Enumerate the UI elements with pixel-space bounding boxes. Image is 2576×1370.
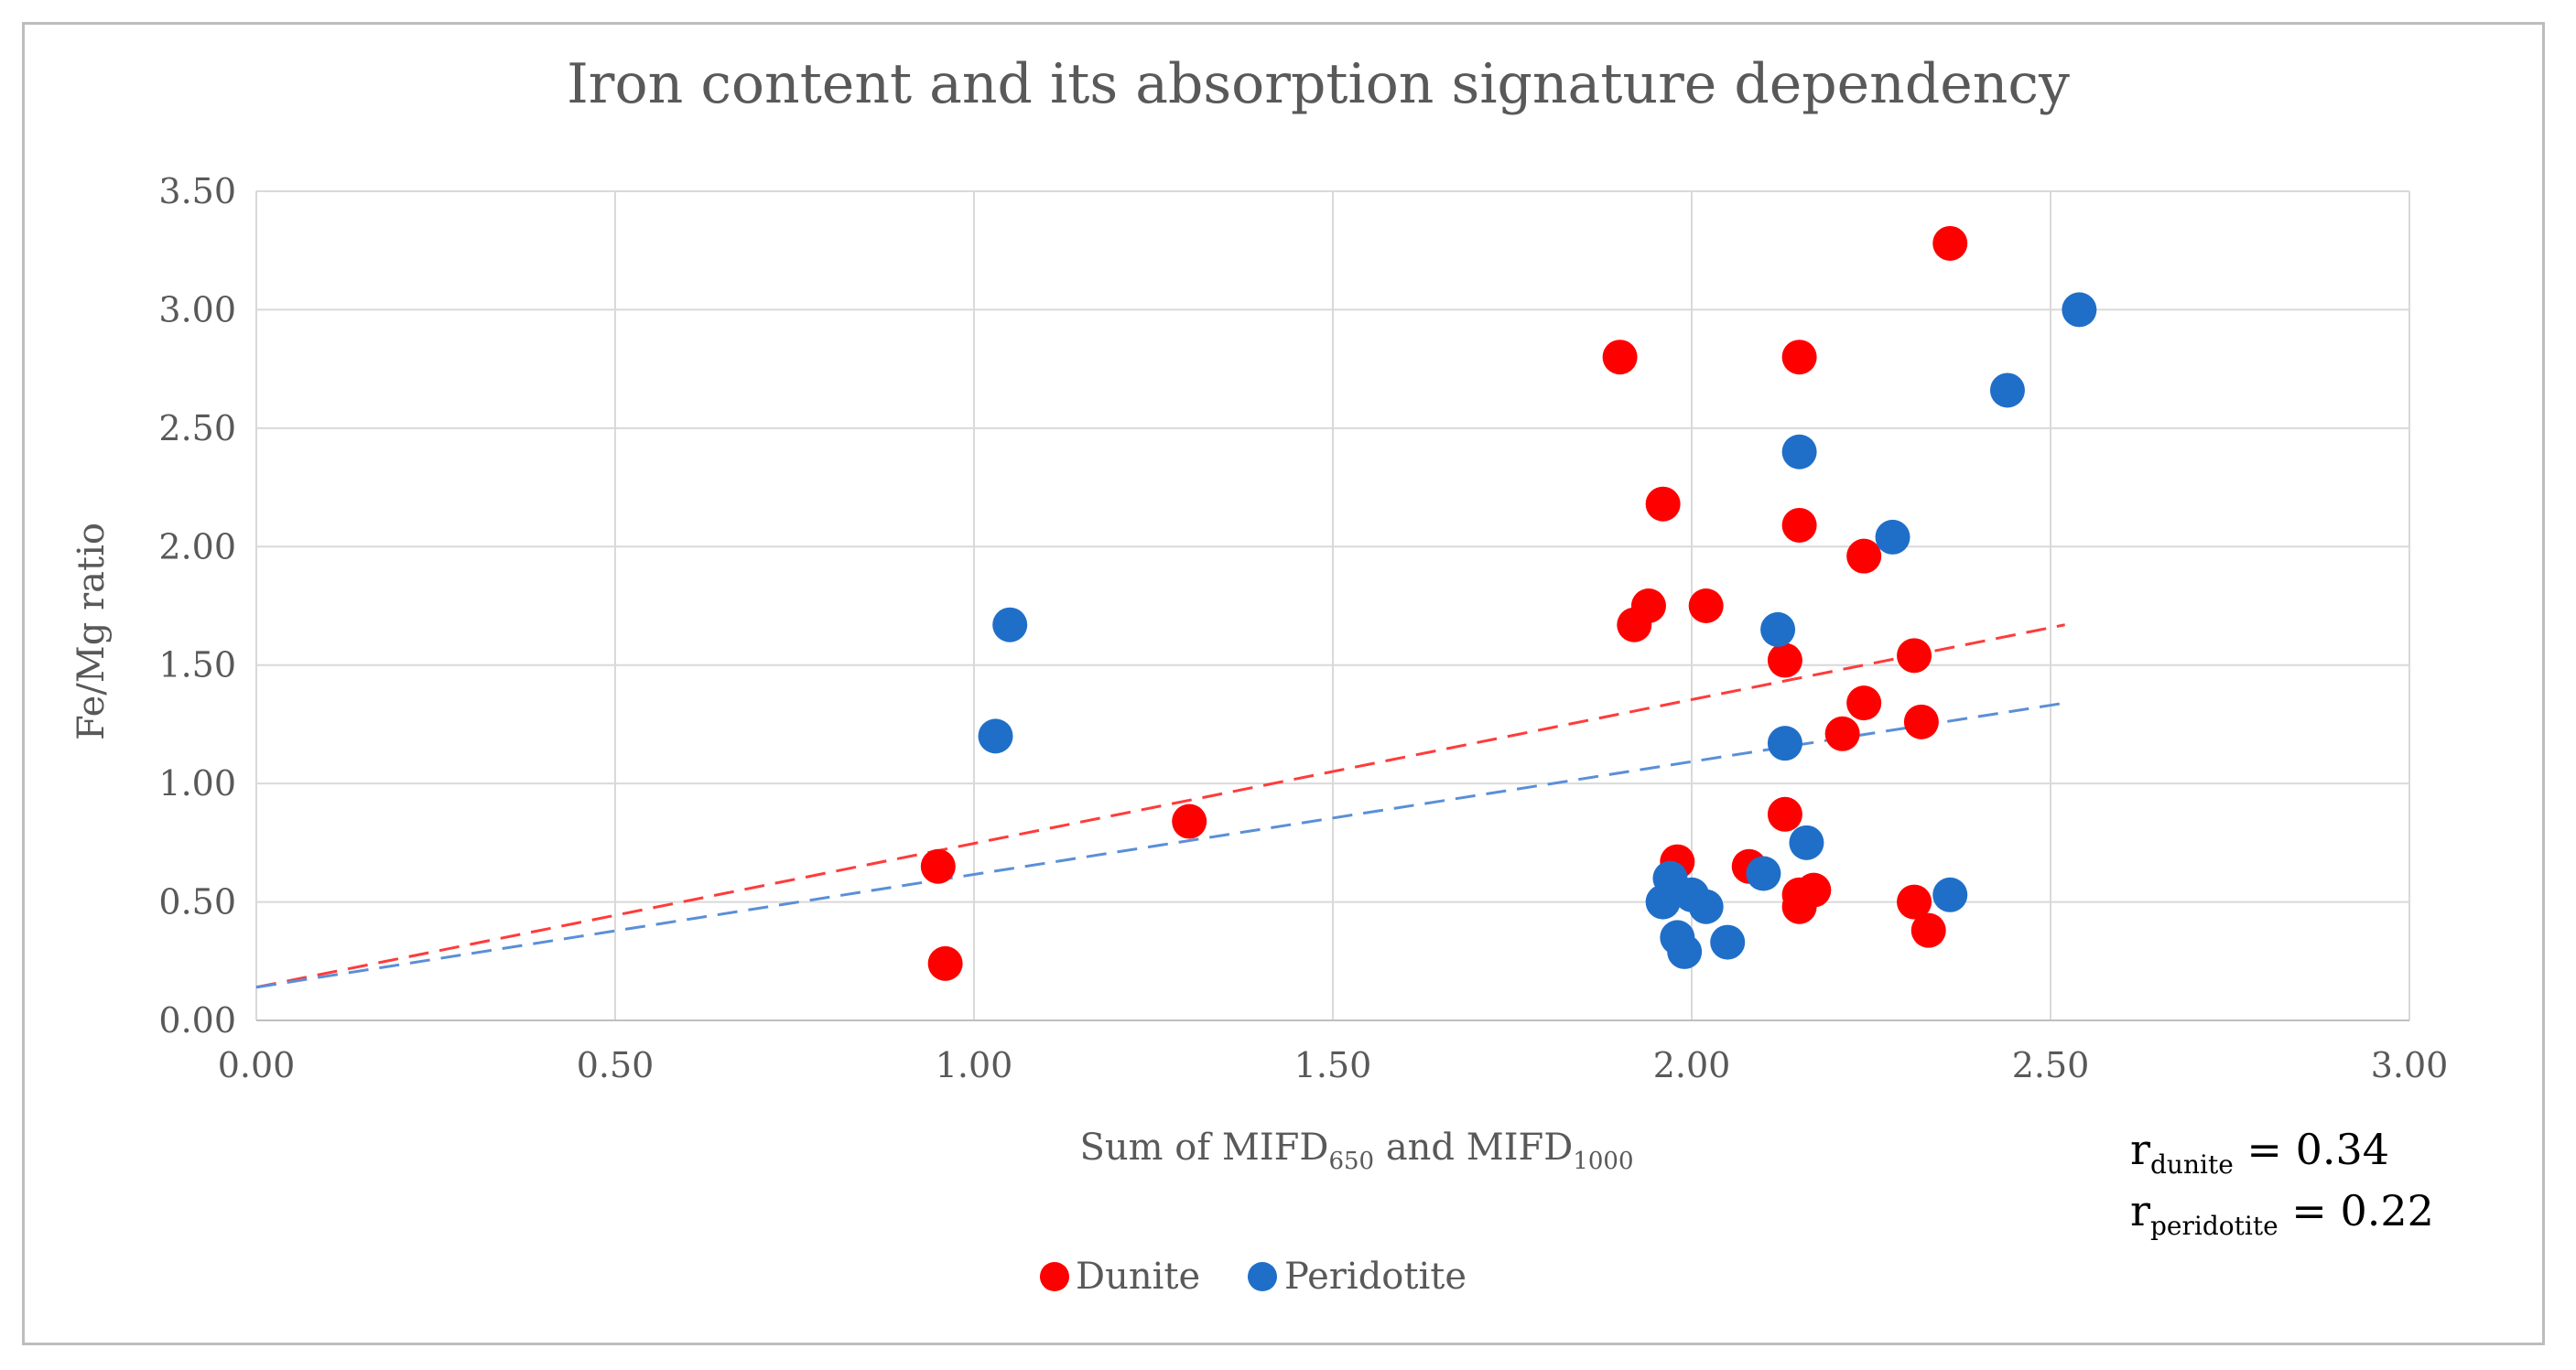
x-axis-label-part: Sum of MIFD — [1079, 1127, 1328, 1169]
x-tick-label: 1.50 — [1294, 1045, 1372, 1085]
point-peridotite — [1767, 726, 1802, 761]
y-tick-label: 2.50 — [158, 408, 236, 448]
scatter-chart: Iron content and its absorption signatur… — [70, 52, 2449, 1298]
x-axis-label-sub: 650 — [1328, 1148, 1374, 1175]
point-peridotite — [1760, 611, 1796, 647]
point-dunite — [1172, 804, 1207, 839]
x-axis-label-part: and MIFD — [1374, 1127, 1573, 1169]
legend-item-peridotite: Peridotite — [1248, 1256, 1467, 1298]
x-tick-labels: 0.00 0.50 1.00 1.50 2.00 2.50 3.00 — [218, 1045, 2449, 1085]
y-tick-label: 1.50 — [158, 645, 236, 685]
point-peridotite — [2062, 292, 2097, 328]
correlation-annotations: rdunite = 0.34 rperidotite = 0.22 — [2130, 1125, 2434, 1241]
x-tick-label: 2.00 — [1653, 1045, 1731, 1085]
r-peridotite-annotation: rperidotite = 0.22 — [2130, 1186, 2434, 1241]
x-tick-label: 0.50 — [577, 1045, 655, 1085]
x-tick-label: 2.50 — [2012, 1045, 2090, 1085]
point-dunite — [1645, 486, 1681, 522]
x-tick-label: 1.00 — [936, 1045, 1013, 1085]
x-axis-label-sub: 1000 — [1573, 1148, 1633, 1175]
point-peridotite — [1932, 877, 1968, 912]
trend-lines — [255, 623, 2065, 989]
point-dunite — [1903, 704, 1939, 739]
x-tick-label: 0.00 — [218, 1045, 296, 1085]
x-tick-label: 3.00 — [2371, 1045, 2449, 1085]
point-dunite — [920, 848, 956, 884]
legend-marker-peridotite — [1248, 1262, 1277, 1291]
point-peridotite — [1710, 924, 1746, 960]
point-dunite — [1897, 884, 1932, 920]
point-dunite — [1932, 225, 1968, 261]
y-tick-label: 0.00 — [158, 1000, 236, 1041]
r-dunite-annotation: rdunite = 0.34 — [2130, 1125, 2389, 1180]
legend-item-dunite: Dunite — [1040, 1256, 1200, 1298]
y-tick-labels: 0.00 0.50 1.00 1.50 2.00 2.50 3.00 3.50 — [158, 171, 236, 1041]
chart-title: Iron content and its absorption signatur… — [567, 52, 2070, 116]
point-dunite — [1767, 796, 1802, 832]
point-peridotite — [1875, 519, 1910, 555]
point-dunite — [927, 945, 963, 981]
point-dunite — [1602, 340, 1638, 375]
trendline-dunite — [255, 623, 2065, 989]
legend-label-dunite: Dunite — [1076, 1256, 1200, 1298]
point-dunite — [1796, 872, 1832, 908]
point-dunite — [1688, 588, 1724, 623]
point-dunite — [1897, 638, 1932, 674]
point-peridotite — [1667, 933, 1703, 969]
point-peridotite — [978, 718, 1013, 754]
legend-marker-dunite — [1040, 1262, 1069, 1291]
point-dunite — [1781, 340, 1817, 375]
x-axis-label: Sum of MIFD650 and MIFD1000 — [1079, 1127, 1633, 1175]
chart-frame: Iron content and its absorption signatur… — [22, 22, 2545, 1345]
point-peridotite — [1781, 434, 1817, 469]
point-dunite — [1767, 642, 1802, 678]
point-dunite — [1781, 507, 1817, 543]
point-peridotite — [1746, 856, 1781, 891]
point-dunite — [1846, 538, 1882, 574]
point-dunite — [1630, 588, 1666, 623]
y-tick-label: 0.50 — [158, 882, 236, 922]
legend-label-peridotite: Peridotite — [1284, 1256, 1467, 1298]
data-points — [920, 225, 2097, 981]
point-peridotite — [1989, 372, 2025, 408]
point-peridotite — [992, 607, 1028, 642]
point-dunite — [1846, 685, 1882, 721]
point-peridotite — [1789, 825, 1824, 860]
y-tick-label: 2.00 — [158, 526, 236, 566]
point-dunite — [1824, 716, 1860, 751]
point-dunite — [1910, 912, 1946, 948]
y-tick-label: 3.00 — [158, 289, 236, 329]
y-tick-label: 1.00 — [158, 763, 236, 804]
point-peridotite — [1688, 889, 1724, 924]
trendline-peridotite — [255, 701, 2065, 989]
legend: Dunite Peridotite — [1040, 1256, 1467, 1298]
y-axis-label: Fe/Mg ratio — [70, 523, 113, 740]
y-tick-label: 3.50 — [158, 171, 236, 211]
